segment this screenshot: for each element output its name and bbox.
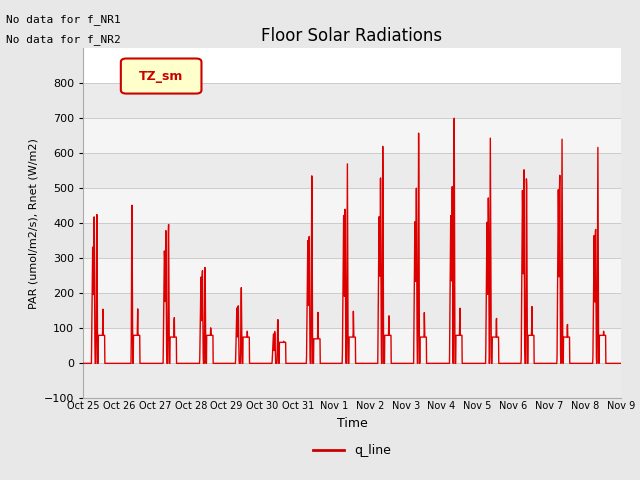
- Bar: [83, 223, 621, 258]
- Text: No data for f_NR1: No data for f_NR1: [6, 14, 121, 25]
- Y-axis label: PAR (umol/m2/s), Rnet (W/m2): PAR (umol/m2/s), Rnet (W/m2): [28, 138, 38, 309]
- Bar: [83, 188, 621, 223]
- Bar: [83, 83, 621, 118]
- Bar: [83, 293, 621, 328]
- Bar: [83, 258, 621, 293]
- Bar: [83, 118, 621, 153]
- Bar: [83, 328, 621, 363]
- Text: No data for f_NR2: No data for f_NR2: [6, 34, 121, 45]
- Text: TZ_sm: TZ_sm: [139, 70, 183, 83]
- X-axis label: Time: Time: [337, 417, 367, 430]
- Bar: [83, 153, 621, 188]
- Legend: q_line: q_line: [308, 439, 396, 462]
- Title: Floor Solar Radiations: Floor Solar Radiations: [261, 27, 443, 45]
- Bar: [83, 363, 621, 398]
- FancyBboxPatch shape: [121, 59, 202, 94]
